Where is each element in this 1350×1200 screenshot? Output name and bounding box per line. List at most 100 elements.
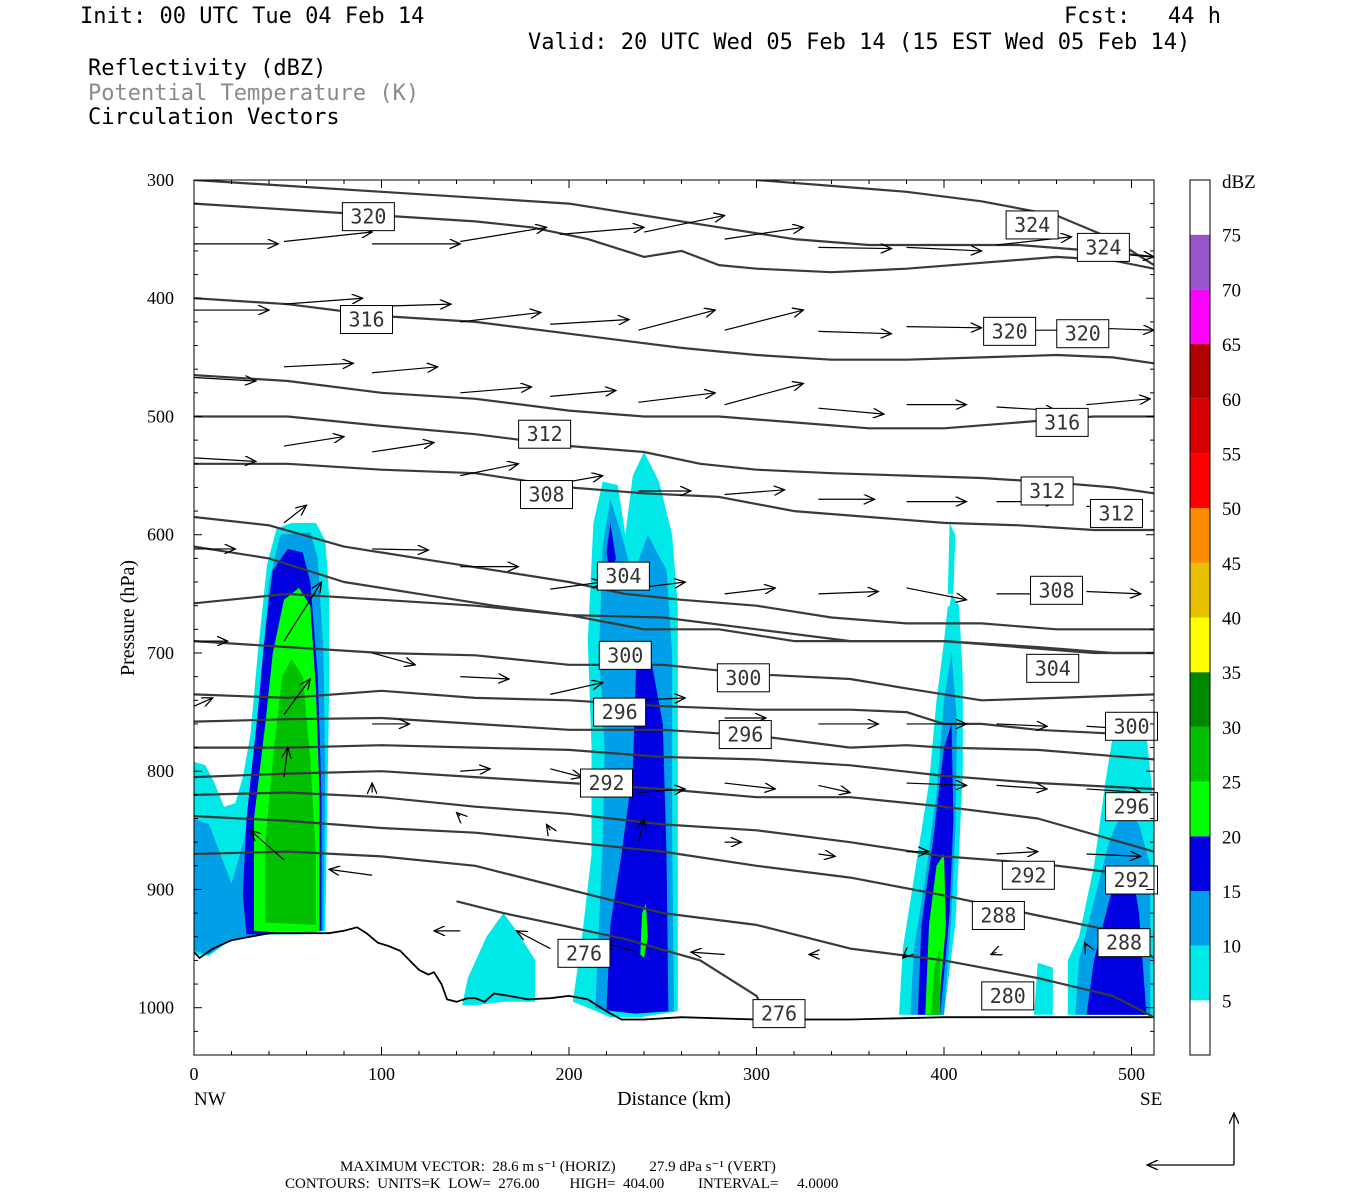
contour-label-box [598,640,652,670]
theta-contour-324 [194,180,1154,258]
circulation-vector [517,931,551,950]
theta-contour-292 [194,791,1154,879]
contour-label: 312 [1098,501,1134,525]
theta-contour-292 [194,770,1154,853]
contour-label-box [593,697,647,727]
circulation-vector [996,852,1038,854]
circulation-vector [1086,591,1141,593]
colorbar-band-70 [1190,234,1210,290]
contour-label-box [718,720,772,750]
y-axis-label: Pressure (hPa) [117,560,139,676]
circulation-vector [283,582,322,642]
colorbar-band-55 [1190,398,1210,454]
colorbar-band-50 [1190,453,1210,509]
contour-label: 288 [1106,931,1142,955]
theta-contour-304 [194,592,1154,655]
circulation-vector [818,591,878,593]
circulation-vector [906,247,982,251]
theta-contour-308 [194,515,1154,631]
colorbar-band-60 [1190,344,1210,399]
circulation-vector [372,367,438,374]
x-right-end-label: SE [1140,1089,1162,1110]
contour-label: 316 [1044,410,1080,434]
circulation-vector [1086,399,1151,406]
circulation-vector [818,854,835,856]
theta-contour-324 [194,202,1154,274]
contour-label-box [971,900,1025,930]
circulation-vector [996,724,1048,726]
contour-label-box [520,480,573,510]
reflectivity-cell-5-dbz [462,913,536,1006]
circulation-vector [550,582,603,590]
colorbar-band-45 [1190,508,1210,563]
circulation-vector [283,437,344,447]
x-tick-label: 400 [931,1064,958,1084]
colorbar-tick-label: 65 [1222,335,1241,356]
colorbar-title: dBZ [1222,172,1256,193]
contour-label: 292 [1113,868,1149,892]
contour-label-box [1005,210,1059,240]
theta-contour-300 [194,689,1154,737]
y-tick-label: 900 [147,879,174,899]
contours-note: CONTOURS: UNITS=K LOW= 276.00 HIGH= 404.… [285,1176,839,1192]
colorbar-band-75 [1190,180,1210,235]
circulation-vector [906,783,967,785]
contour-label-box [518,419,572,449]
x-tick-label: 300 [743,1064,770,1084]
theta-contour-296 [194,744,1154,791]
max-vector-note: MAXIMUM VECTOR: 28.6 m s⁻¹ (HORIZ) 27.9 … [340,1159,776,1175]
circulation-vector [460,227,546,243]
colorbar-frame [1189,179,1211,1056]
circulation-vector [691,952,725,954]
contour-label: 324 [1085,235,1121,259]
colorbar-tick-label: 15 [1222,882,1241,903]
colorbar-tick-label: 50 [1222,499,1241,520]
circulation-vector [250,830,285,861]
circulation-vector [550,768,582,777]
contour-label-box [1026,653,1080,683]
y-tick-label: 800 [147,761,174,781]
contour-label: 316 [348,308,384,332]
circulation-vector [550,320,629,325]
contour-label: 304 [605,564,641,588]
fcst-label: Fcst: [1064,4,1131,29]
contour-label: 320 [1065,322,1101,346]
colorbar-band-30 [1190,672,1210,727]
contour-label-box [341,202,395,232]
contour-label: 292 [588,771,624,795]
x-left-end-label: NW [194,1089,226,1110]
contour-label-box [752,999,806,1029]
circulation-vector [329,869,373,876]
y-tick-label: 500 [147,406,174,426]
circulation-vector [903,954,907,958]
circulation-vector [638,819,644,843]
circulation-vector [284,748,288,778]
colorbar-band-15 [1190,836,1210,891]
colorbar-tick-label: 70 [1222,280,1241,301]
contour-label-box [1001,860,1055,890]
colorbar-tick-label: 60 [1222,390,1241,411]
circulation-vector [991,952,997,954]
contour-label: 276 [761,1002,797,1026]
contour-label-box [557,938,611,968]
reflectivity-cell-15-dbz [917,723,954,1015]
circulation-vector [283,232,372,243]
circulation-vector [460,677,509,679]
circulation-vector [372,549,428,550]
colorbar-band-40 [1190,562,1210,618]
x-axis-label: Distance (km) [617,1088,731,1110]
circulation-vector [194,458,256,462]
colorbar-band-25 [1190,726,1210,782]
colorbar-band-5 [1190,945,1210,1001]
contour-label-box [1097,928,1151,958]
circulation-vector [638,310,715,331]
contour-label: 300 [725,666,761,690]
colorbar-tick-label: 10 [1222,937,1241,958]
circulation-vector [460,769,490,771]
circulation-vector [724,782,776,789]
theta-contour-320 [194,297,1154,365]
y-tick-label: 300 [147,170,174,190]
circulation-vector [194,377,256,381]
circulation-vector [1086,789,1141,793]
